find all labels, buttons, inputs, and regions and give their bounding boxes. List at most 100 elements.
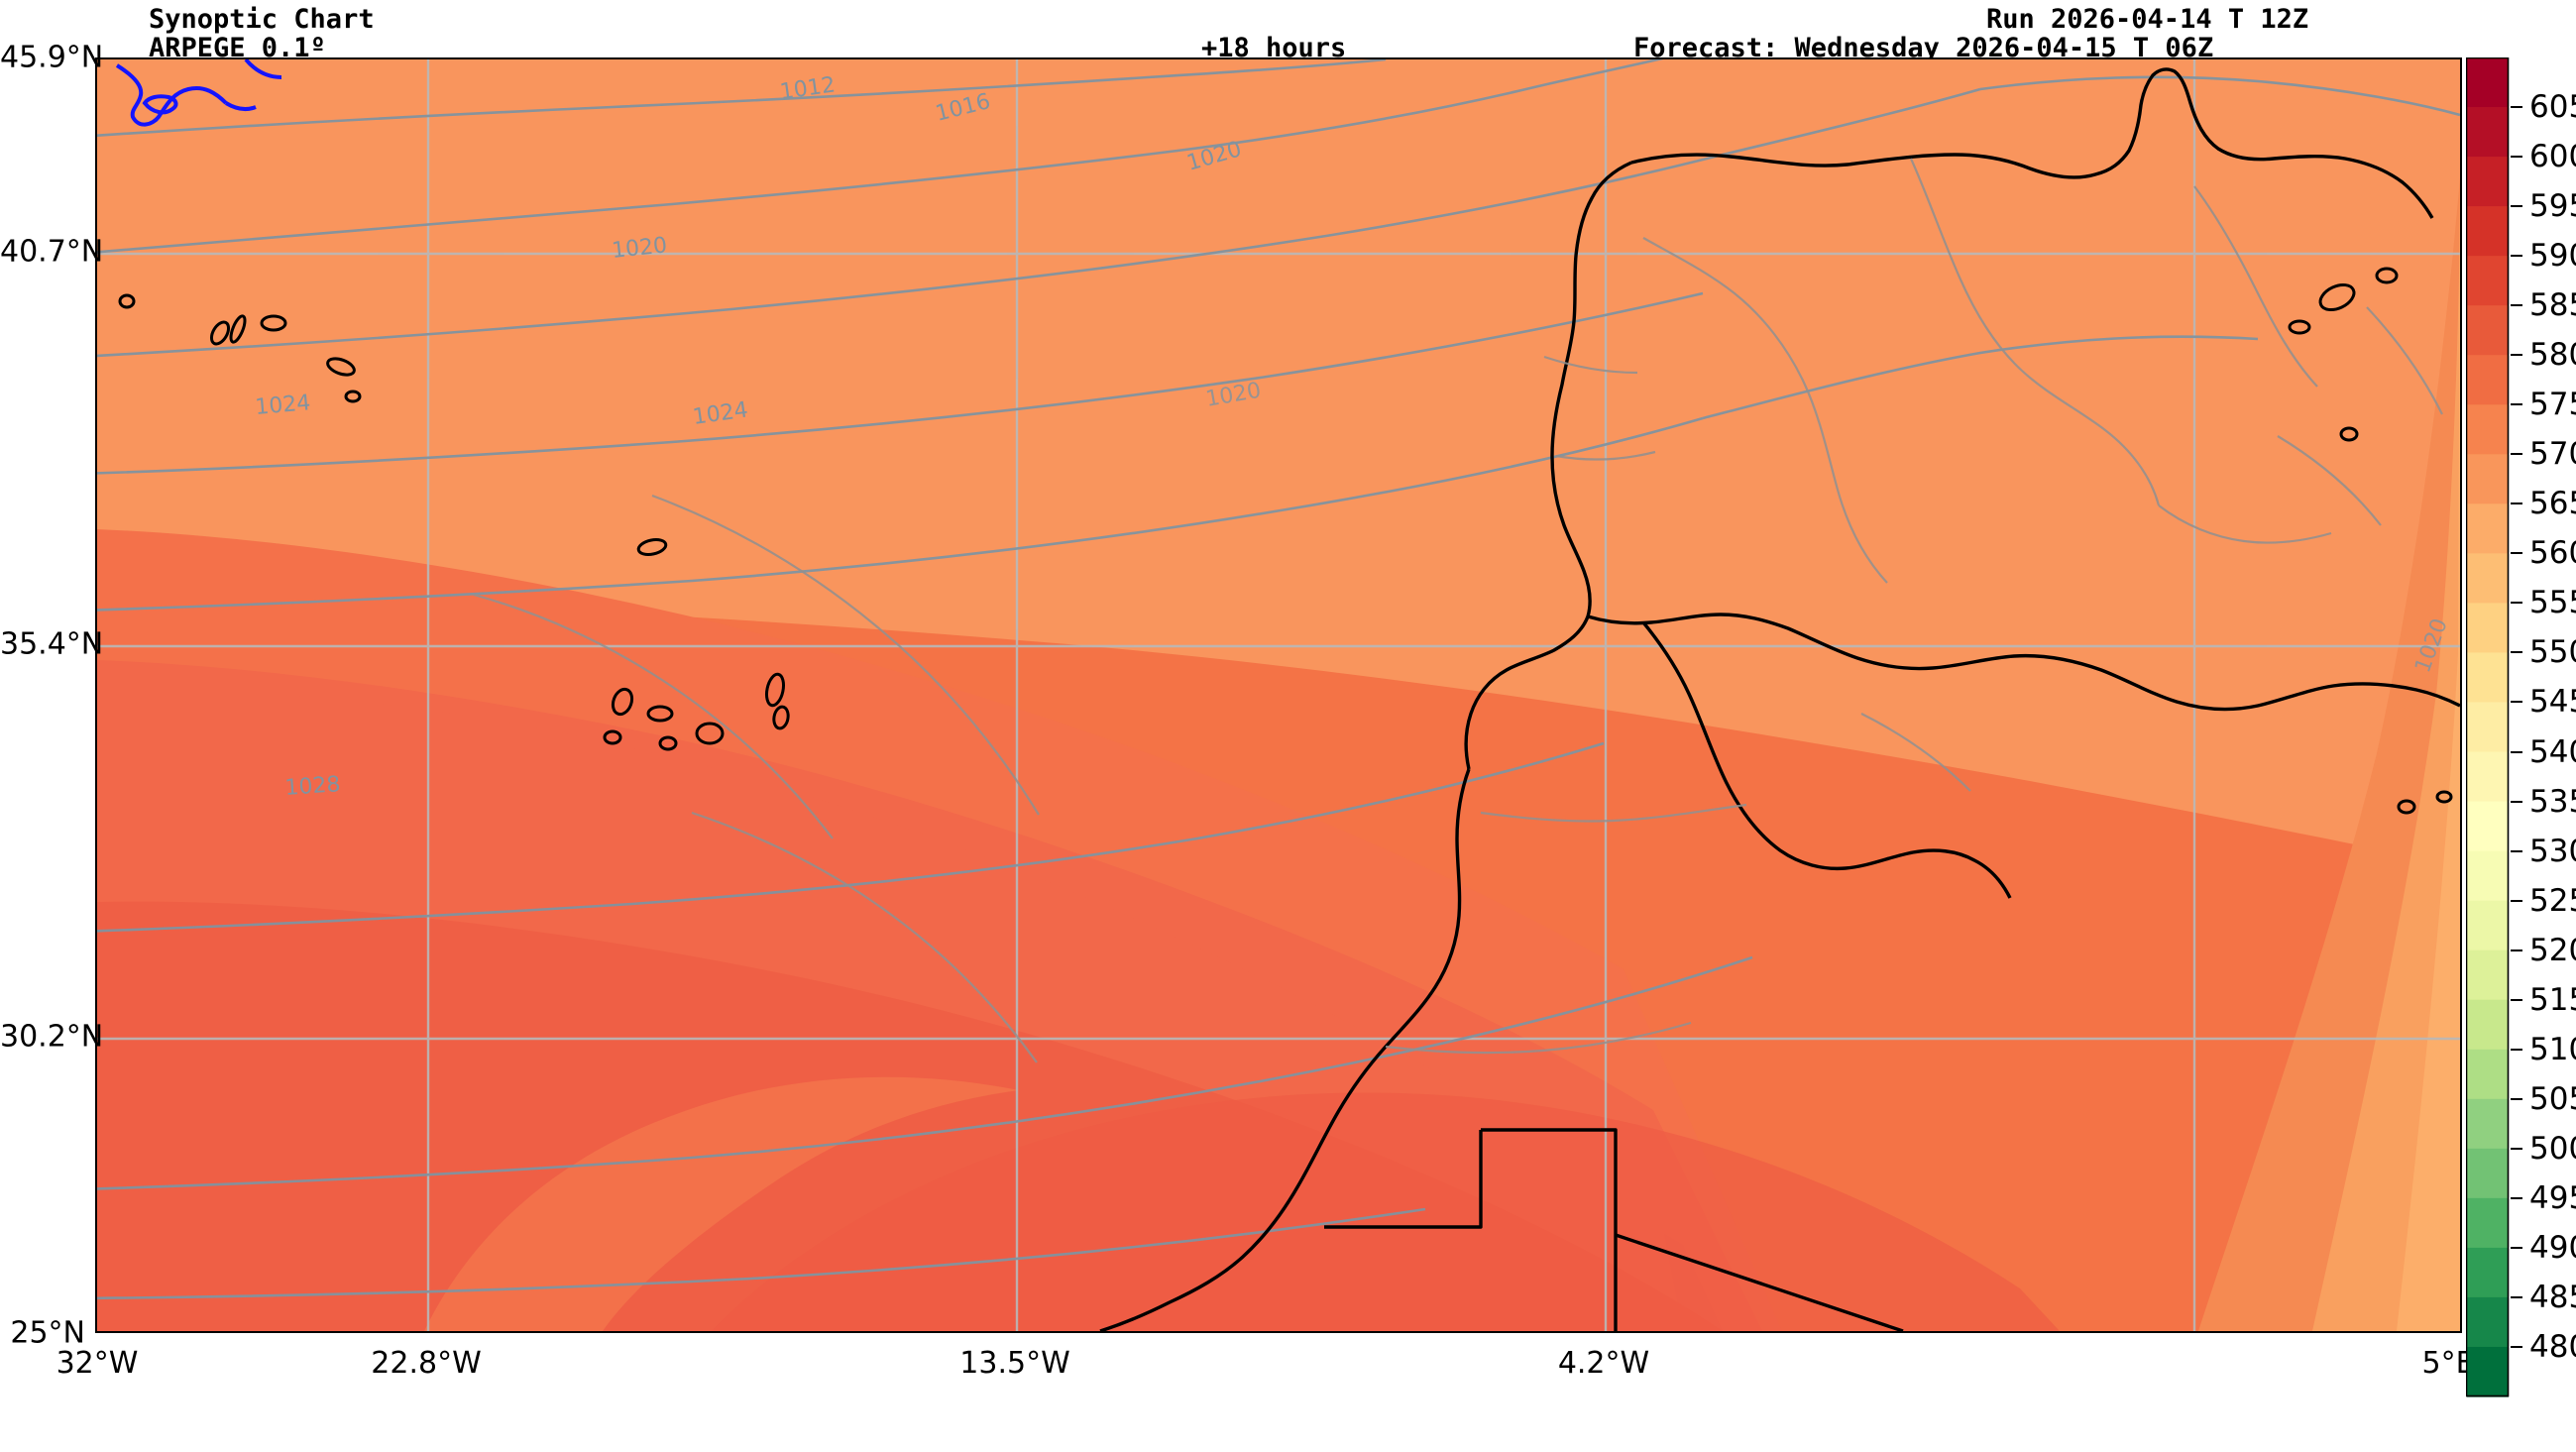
colorbar-swatch: [2467, 751, 2509, 803]
colorbar-swatch: [2467, 1098, 2509, 1150]
colorbar-swatch: [2467, 999, 2509, 1051]
colorbar-tick-mark: [2511, 998, 2522, 1001]
colorbar-tick-label: 500: [2529, 1130, 2576, 1167]
colorbar-tick-mark: [2511, 552, 2522, 555]
colorbar-tick-label: 585: [2529, 287, 2576, 324]
cold-front-line: [115, 59, 282, 127]
colorbar-swatch: [2467, 900, 2509, 951]
colorbar-tick-label: 600: [2529, 139, 2576, 175]
colorbar-tick-label: 575: [2529, 387, 2576, 423]
colorbar-swatch: [2467, 1049, 2509, 1100]
colorbar-tick-label: 490: [2529, 1229, 2576, 1266]
x-tick-label-4: 5°E: [2421, 1346, 2475, 1381]
colorbar-tick-label: 545: [2529, 684, 2576, 721]
y-tick-label-4: 25°N: [10, 1315, 85, 1351]
colorbar-tick-label: 540: [2529, 733, 2576, 770]
colorbar-tick-mark: [2511, 354, 2522, 357]
colorbar-swatch: [2467, 107, 2509, 158]
colorbar-tick-label: 525: [2529, 882, 2576, 919]
colorbar-tick-mark: [2511, 651, 2522, 654]
colorbar-tick-label: 550: [2529, 634, 2576, 671]
colorbar-swatch: [2467, 1346, 2509, 1397]
colorbar-tick-label: 510: [2529, 1031, 2576, 1067]
map-plot-area: 1012 1016 1020 1020 1024 1024 1028 1020 …: [95, 57, 2462, 1333]
colorbar-swatch: [2467, 603, 2509, 654]
colorbar-tick-label: 605: [2529, 89, 2576, 126]
colorbar-tick-mark: [2511, 750, 2522, 753]
colorbar-swatch: [2467, 850, 2509, 902]
colorbar-tick-label: 560: [2529, 535, 2576, 572]
colorbar-tick-mark: [2511, 1295, 2522, 1298]
page-title: Synoptic Chart: [149, 4, 375, 35]
colorbar-tick-mark: [2511, 304, 2522, 307]
colorbar-tick-label: 530: [2529, 833, 2576, 869]
colorbar-tick-label: 555: [2529, 585, 2576, 621]
colorbar-tick-label: 495: [2529, 1179, 2576, 1216]
colorbar-tick-mark: [2511, 1246, 2522, 1249]
colorbar-tick-mark: [2511, 1345, 2522, 1348]
colorbar-tick-label: 595: [2529, 188, 2576, 225]
colorbar-tick-mark: [2511, 106, 2522, 109]
colorbar-swatch: [2467, 652, 2509, 704]
colorbar-tick-label: 570: [2529, 436, 2576, 473]
colorbar-tick-mark: [2511, 1048, 2522, 1051]
x-tick-label-1: 22.8°W: [371, 1346, 482, 1381]
colorbar-swatch: [2467, 801, 2509, 852]
colorbar-swatch: [2467, 503, 2509, 554]
colorbar-tick-mark: [2511, 255, 2522, 258]
admin-border-paths: [473, 158, 2443, 1063]
colorbar-swatch: [2467, 1148, 2509, 1199]
colorbar-tick-label: 485: [2529, 1279, 2576, 1315]
colorbar-tick-mark: [2511, 1147, 2522, 1150]
colorbar-tick-mark: [2511, 701, 2522, 704]
y-tick-label-3: 30.2°N: [0, 1019, 104, 1055]
colorbar-swatch: [2467, 57, 2509, 108]
colorbar-tick-label: 480: [2529, 1328, 2576, 1365]
colorbar-swatch: [2467, 702, 2509, 753]
colorbar-swatch: [2467, 157, 2509, 207]
colorbar-tick-mark: [2511, 899, 2522, 902]
colorbar-swatch: [2467, 553, 2509, 605]
colorbar-swatch: [2467, 949, 2509, 1001]
y-tick-label-0: 45.9°N: [0, 40, 104, 75]
colorbar-tick-mark: [2511, 453, 2522, 456]
colorbar-tick-label: 565: [2529, 486, 2576, 522]
island-paths: [118, 267, 2453, 815]
colorbar-tick-mark: [2511, 205, 2522, 208]
x-tick-label-0: 32°W: [56, 1346, 139, 1381]
colorbar-tick-label: 535: [2529, 783, 2576, 820]
colorbar-tick-label: 515: [2529, 981, 2576, 1018]
map-svg: 1012 1016 1020 1020 1024 1024 1028 1020 …: [97, 59, 2460, 1331]
y-tick-label-1: 40.7°N: [0, 234, 104, 270]
colorbar-tick-mark: [2511, 949, 2522, 951]
colorbar-gradient: [2466, 57, 2510, 1397]
isobar-label-1024: 1024: [254, 391, 311, 420]
colorbar-swatch: [2467, 355, 2509, 405]
colorbar-tick-mark: [2511, 503, 2522, 505]
isobar-label-1028: 1028: [284, 772, 342, 801]
colorbar-tick-mark: [2511, 403, 2522, 406]
colorbar-swatch: [2467, 1197, 2509, 1249]
colorbar-swatch: [2467, 305, 2509, 356]
colorbar-tick-label: 580: [2529, 337, 2576, 374]
colorbar-swatch: [2467, 454, 2509, 504]
colorbar-tick-label: 520: [2529, 932, 2576, 968]
colorbar-tick-mark: [2511, 800, 2522, 803]
coastline-paths: [1099, 67, 2460, 1331]
run-time-label: Run 2026-04-14 T 12Z: [1986, 4, 2309, 35]
colorbar-tick-mark: [2511, 1196, 2522, 1199]
colorbar-swatch: [2467, 206, 2509, 257]
colorbar-swatch: [2467, 404, 2509, 455]
colorbar-tick-mark: [2511, 849, 2522, 852]
colorbar-tick-label: 505: [2529, 1080, 2576, 1117]
colorbar-swatch: [2467, 256, 2509, 306]
colorbar-tick-mark: [2511, 602, 2522, 605]
isobar-label-1020b: 1020: [611, 233, 668, 264]
x-tick-label-2: 13.5°W: [959, 1346, 1070, 1381]
colorbar-swatch: [2467, 1247, 2509, 1298]
colorbar-tick-label: 590: [2529, 238, 2576, 275]
colorbar-swatch: [2467, 1296, 2509, 1348]
x-tick-label-3: 4.2°W: [1557, 1346, 1650, 1381]
colorbar-tick-mark: [2511, 156, 2522, 159]
